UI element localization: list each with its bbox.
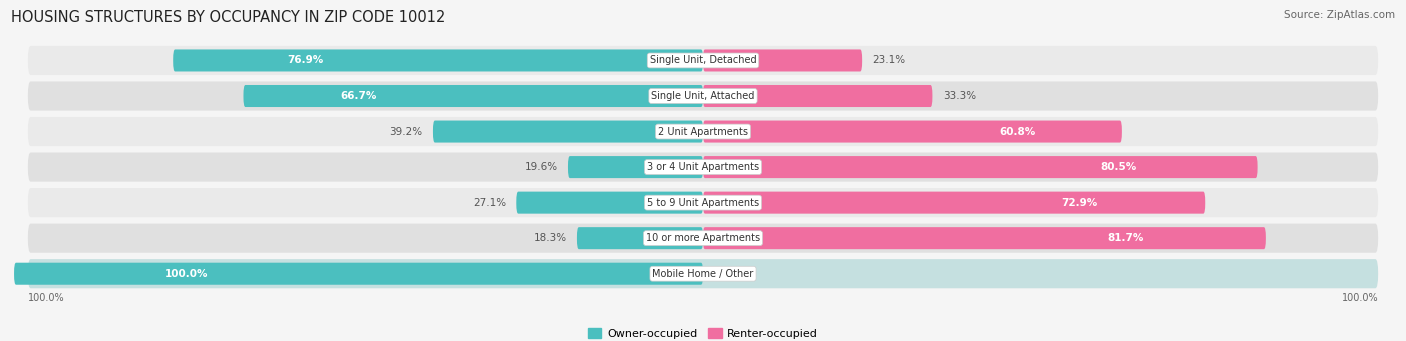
FancyBboxPatch shape [243,85,703,107]
Text: Single Unit, Detached: Single Unit, Detached [650,56,756,65]
Text: 60.8%: 60.8% [1000,127,1035,136]
FancyBboxPatch shape [14,263,703,285]
FancyBboxPatch shape [28,259,1378,288]
Text: 3 or 4 Unit Apartments: 3 or 4 Unit Apartments [647,162,759,172]
Text: 81.7%: 81.7% [1107,233,1143,243]
FancyBboxPatch shape [28,152,1378,182]
FancyBboxPatch shape [516,192,703,214]
Text: 19.6%: 19.6% [524,162,558,172]
FancyBboxPatch shape [703,227,1265,249]
FancyBboxPatch shape [173,49,703,72]
Text: 27.1%: 27.1% [472,198,506,208]
Text: 18.3%: 18.3% [533,233,567,243]
Text: 10 or more Apartments: 10 or more Apartments [645,233,761,243]
Text: 39.2%: 39.2% [389,127,423,136]
Text: 66.7%: 66.7% [340,91,377,101]
Text: 100.0%: 100.0% [1341,293,1378,302]
Text: Source: ZipAtlas.com: Source: ZipAtlas.com [1284,10,1395,20]
Text: 2 Unit Apartments: 2 Unit Apartments [658,127,748,136]
Legend: Owner-occupied, Renter-occupied: Owner-occupied, Renter-occupied [583,324,823,341]
Text: 76.9%: 76.9% [288,56,323,65]
Text: 100.0%: 100.0% [28,293,65,302]
FancyBboxPatch shape [703,120,1122,143]
FancyBboxPatch shape [433,120,703,143]
FancyBboxPatch shape [703,156,1257,178]
FancyBboxPatch shape [28,81,1378,110]
Text: 23.1%: 23.1% [873,56,905,65]
FancyBboxPatch shape [28,46,1378,75]
FancyBboxPatch shape [703,85,932,107]
Text: 72.9%: 72.9% [1062,198,1098,208]
Text: 33.3%: 33.3% [943,91,976,101]
FancyBboxPatch shape [28,224,1378,253]
Text: 0.0%: 0.0% [713,269,740,279]
Text: 80.5%: 80.5% [1101,162,1137,172]
FancyBboxPatch shape [703,192,1205,214]
Text: Single Unit, Attached: Single Unit, Attached [651,91,755,101]
FancyBboxPatch shape [703,49,862,72]
FancyBboxPatch shape [568,156,703,178]
FancyBboxPatch shape [576,227,703,249]
FancyBboxPatch shape [28,117,1378,146]
Text: 5 to 9 Unit Apartments: 5 to 9 Unit Apartments [647,198,759,208]
Text: 100.0%: 100.0% [165,269,208,279]
FancyBboxPatch shape [28,188,1378,217]
Text: HOUSING STRUCTURES BY OCCUPANCY IN ZIP CODE 10012: HOUSING STRUCTURES BY OCCUPANCY IN ZIP C… [11,10,446,25]
Text: Mobile Home / Other: Mobile Home / Other [652,269,754,279]
